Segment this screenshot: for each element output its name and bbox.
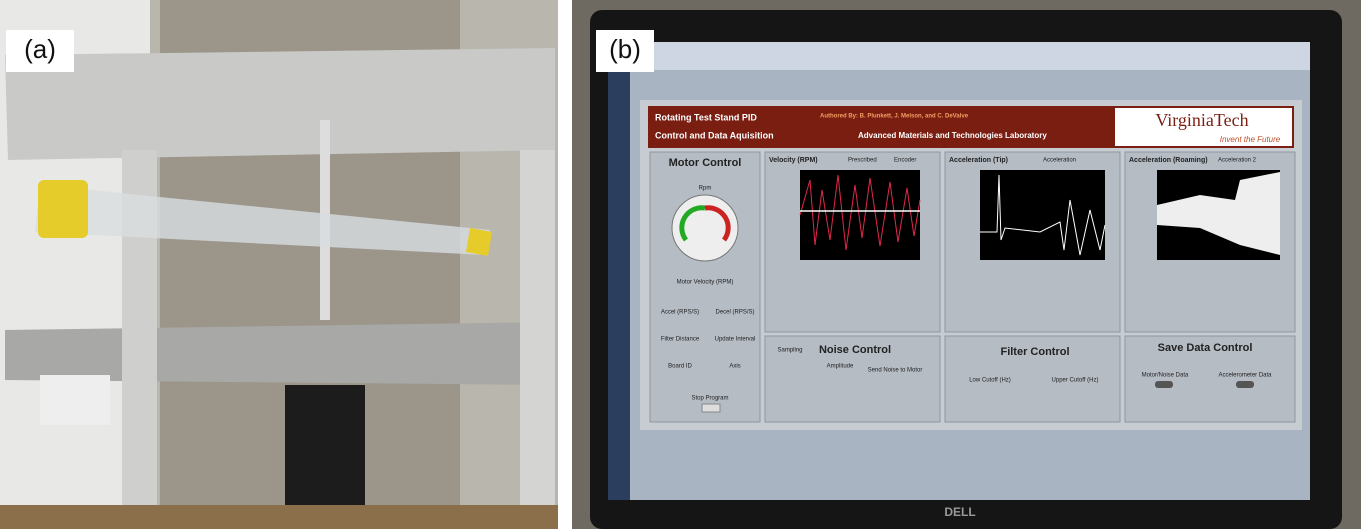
section-title: Motor Control bbox=[669, 157, 742, 169]
app-title: Rotating Test Stand PID bbox=[655, 112, 757, 122]
label: Motor/Noise Data bbox=[1142, 373, 1189, 379]
legend: Acceleration 2 bbox=[1218, 158, 1257, 164]
label: Filter Distance bbox=[661, 337, 700, 343]
legend: Acceleration bbox=[1043, 158, 1076, 164]
label: Rpm bbox=[699, 186, 712, 192]
panel-label: (b) bbox=[609, 34, 641, 64]
authors: Authored By: B. Plunkett, J. Melson, and… bbox=[820, 114, 969, 120]
figure: (a) Rotating Test Stand PID Control and … bbox=[0, 0, 1361, 529]
label: Accelerometer Data bbox=[1218, 373, 1272, 379]
label: Stop Program bbox=[691, 396, 728, 402]
label: Upper Cutoff (Hz) bbox=[1052, 378, 1099, 384]
label: Board ID bbox=[668, 364, 692, 370]
legend: Prescribed bbox=[848, 158, 877, 164]
panel-label: (a) bbox=[24, 34, 56, 64]
plot-title: Acceleration (Roaming) bbox=[1129, 157, 1208, 164]
legend: Encoder bbox=[894, 158, 916, 164]
section-title: Noise Control bbox=[819, 344, 891, 356]
toggle[interactable] bbox=[1155, 381, 1173, 388]
label: Update Interval bbox=[715, 337, 756, 343]
brand: DELL bbox=[944, 505, 975, 519]
app-title: Control and Data Aquisition bbox=[655, 130, 774, 140]
stop-button[interactable] bbox=[702, 404, 720, 412]
plot-title: Velocity (RPM) bbox=[769, 157, 818, 164]
label: Amplitude bbox=[827, 364, 854, 370]
label: Decel (RPS/S) bbox=[715, 310, 754, 316]
label: Axis bbox=[729, 364, 740, 370]
photo-a: (a) bbox=[0, 0, 558, 529]
label: Motor Velocity (RPM) bbox=[677, 280, 734, 286]
plot-title: Acceleration (Tip) bbox=[949, 157, 1008, 164]
university: VirginiaTech bbox=[1155, 110, 1248, 130]
slogan: Invent the Future bbox=[1220, 135, 1281, 144]
photo-b: Rotating Test Stand PID Control and Data… bbox=[572, 0, 1361, 529]
label: Accel (RPS/S) bbox=[661, 310, 699, 316]
label: Low Cutoff (Hz) bbox=[969, 378, 1011, 384]
plot-panel: Velocity (RPM) Prescribed Encoder Accele… bbox=[765, 152, 1295, 332]
label: Sampling bbox=[777, 348, 802, 354]
label: Send Noise to Motor bbox=[868, 368, 923, 374]
section-title: Filter Control bbox=[1000, 346, 1069, 358]
lab: Advanced Materials and Technologies Labo… bbox=[858, 131, 1047, 140]
section-title: Save Data Control bbox=[1158, 342, 1253, 354]
toggle[interactable] bbox=[1236, 381, 1254, 388]
